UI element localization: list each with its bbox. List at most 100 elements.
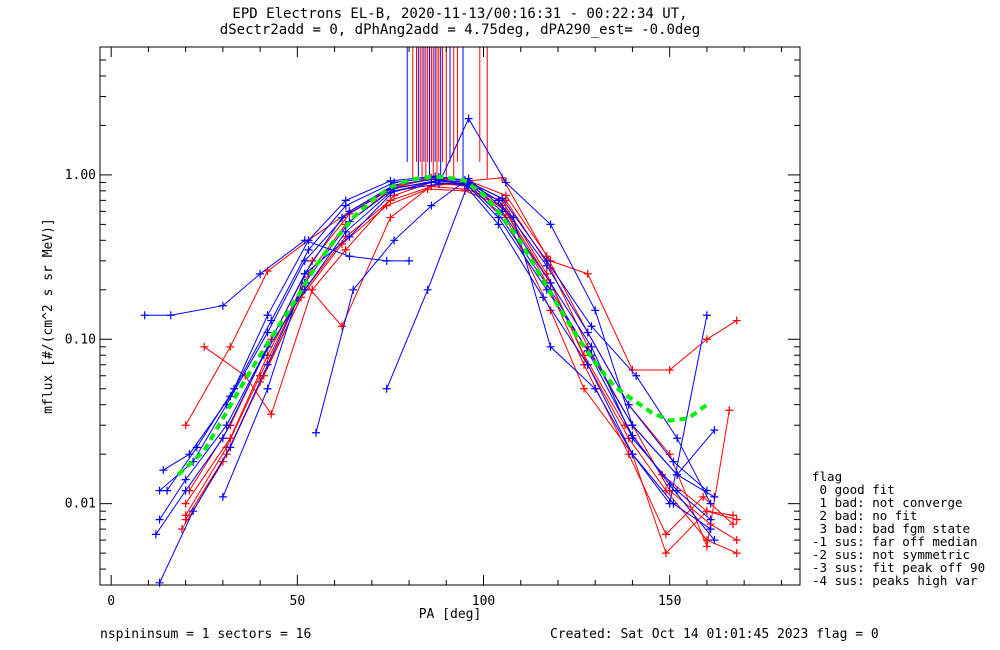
blue-series-point: [155, 578, 164, 587]
blue-series-point: [498, 194, 507, 203]
blue-series-point: [345, 232, 354, 241]
blue-series-point: [345, 252, 354, 261]
red-series-point: [702, 507, 711, 516]
blue-series-point: [546, 220, 555, 229]
legend-item: -2 sus: not symmetric: [812, 547, 971, 562]
legend-item: 1 bad: not converge: [812, 495, 963, 510]
x-tick-label: 0: [107, 594, 115, 609]
red-series-point: [386, 196, 395, 205]
blue-series-point: [155, 486, 164, 495]
red-series-point: [583, 269, 592, 278]
blue-series-point: [405, 256, 414, 265]
footer-created: Created: Sat Oct 14 01:01:45 2023 flag =…: [550, 627, 879, 642]
red-series-point: [732, 549, 741, 558]
blue-series-line: [315, 177, 708, 505]
blue-series-point: [382, 384, 391, 393]
blue-series-point: [390, 236, 399, 245]
red-series-point: [661, 549, 670, 558]
blue-series-point: [706, 515, 715, 524]
blue-series-point: [192, 443, 201, 452]
blue-series-line: [386, 182, 470, 389]
blue-series-point: [710, 426, 719, 435]
legend-item: -3 sus: fit peak off 90: [812, 560, 986, 575]
red-series-point: [338, 322, 347, 331]
blue-series-point: [338, 213, 347, 222]
blue-series-point: [163, 486, 172, 495]
blue-series-point: [628, 431, 637, 440]
red-series-point: [226, 434, 235, 443]
y-axis-label: mflux [#/(cm^2 s sr MeV)]: [41, 218, 56, 414]
red-series-point: [218, 457, 227, 466]
x-tick-label: 150: [658, 594, 681, 609]
x-tick-label: 50: [290, 594, 306, 609]
blue-series-point: [628, 421, 637, 430]
plot-frame: [99, 46, 801, 586]
blue-series-point: [632, 371, 641, 380]
blue-series-point: [349, 285, 358, 294]
blue-series-point: [218, 434, 227, 443]
red-series-point: [665, 366, 674, 375]
blue-series-point: [423, 285, 432, 294]
red-series-point: [308, 285, 317, 294]
legend-item: -4 sus: peaks high var: [812, 573, 978, 588]
blue-series-point: [166, 311, 175, 320]
blue-series-point: [304, 245, 313, 254]
blue-series-point: [181, 475, 190, 484]
legend-item: 3 bad: bad fgm state: [812, 521, 971, 536]
blue-series-point: [591, 306, 600, 315]
red-series-point: [181, 511, 190, 520]
blue-series-point: [494, 196, 503, 205]
flag-legend: flag 0 good fit 1 bad: not converge 2 ba…: [812, 470, 985, 587]
chart-title-line-1: EPD Electrons EL-B, 2020-11-13/00:16:31 …: [232, 6, 688, 22]
x-axis-label: PA [deg]: [419, 607, 482, 622]
y-tick-label: 1.00: [65, 168, 96, 183]
blue-series-point: [706, 525, 715, 534]
blue-series-point: [218, 301, 227, 310]
blue-series-point: [587, 342, 596, 351]
blue-series-point: [706, 499, 715, 508]
blue-series-point: [311, 428, 320, 437]
blue-series-point: [159, 466, 168, 475]
blue-series-point: [710, 492, 719, 501]
blue-series-point: [501, 178, 510, 187]
red-series-line: [185, 181, 737, 554]
y-tick-label: 0.01: [65, 497, 96, 512]
red-series-point: [702, 335, 711, 344]
blue-series-point: [673, 434, 682, 443]
blue-series-point: [710, 536, 719, 545]
blue-series-point: [665, 480, 674, 489]
blue-series-point: [546, 278, 555, 287]
red-series-point: [200, 342, 209, 351]
blue-series-point: [189, 507, 198, 516]
blue-series-point: [300, 256, 309, 265]
red-series-point: [226, 342, 235, 351]
blue-series-line: [159, 179, 711, 520]
red-series-point: [732, 515, 741, 524]
legend-title: flag: [812, 469, 843, 484]
red-series-point: [702, 542, 711, 551]
blue-series-point: [151, 530, 160, 539]
blue-series-point: [546, 342, 555, 351]
blue-series-point: [263, 311, 272, 320]
red-series-point: [181, 421, 190, 430]
legend-item: 2 bad: no fit: [812, 508, 918, 523]
blue-series-point: [587, 322, 596, 331]
blue-series-point: [542, 256, 551, 265]
blue-series-point: [494, 220, 503, 229]
blue-series-point: [386, 176, 395, 185]
blue-series-point: [263, 360, 272, 369]
blue-series-point: [583, 360, 592, 369]
red-series-point: [728, 520, 737, 529]
blue-series-point: [464, 114, 473, 123]
blue-series-point: [702, 311, 711, 320]
blue-series-point: [583, 328, 592, 337]
blue-series-point: [427, 201, 436, 210]
red-series-point: [181, 499, 190, 508]
blue-series-point: [230, 384, 239, 393]
red-series-point: [725, 406, 734, 415]
blue-series-point: [155, 515, 164, 524]
blue-series-point: [669, 457, 678, 466]
red-series-point: [661, 530, 670, 539]
blue-series-point: [464, 180, 473, 189]
